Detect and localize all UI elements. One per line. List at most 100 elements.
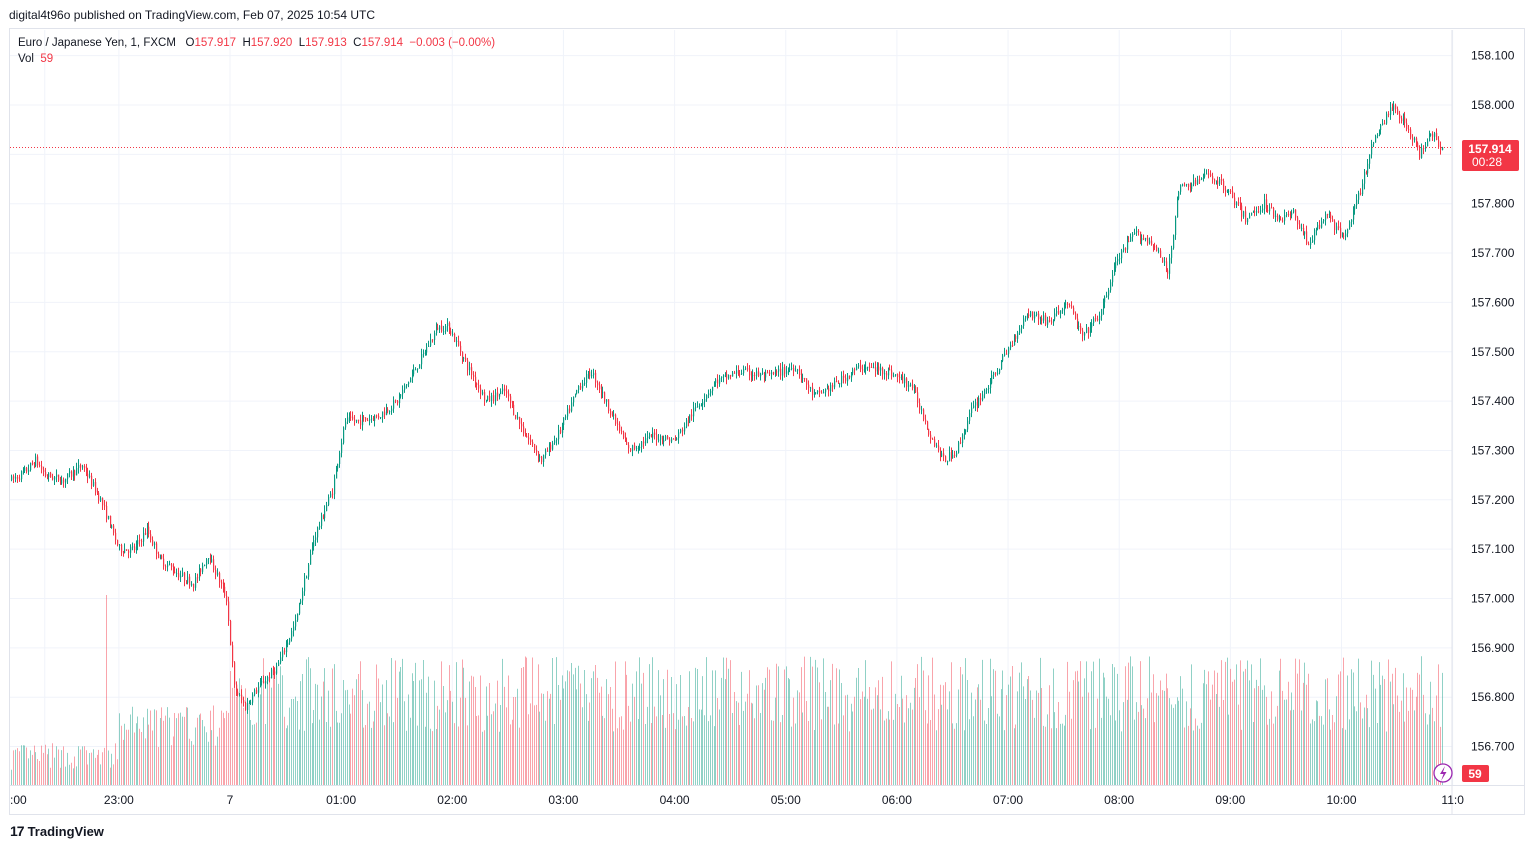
candle-body xyxy=(867,366,869,368)
candle-body xyxy=(419,364,421,369)
candle-body xyxy=(63,479,65,483)
candle-body xyxy=(445,326,447,332)
candle-body xyxy=(415,369,417,371)
candle-body xyxy=(784,367,786,374)
candle-body xyxy=(1095,318,1097,320)
change-value: −0.003 (−0.00%) xyxy=(409,37,496,49)
candle-body xyxy=(810,387,812,389)
x-axis-tick-label: 01:00 xyxy=(326,793,356,807)
candle-body xyxy=(660,435,662,440)
candle-body xyxy=(100,497,102,501)
candle-body xyxy=(743,369,745,374)
candle-body xyxy=(806,378,808,385)
candle-body xyxy=(910,384,912,386)
candle-body xyxy=(274,671,276,674)
candle-body xyxy=(1143,238,1145,240)
candle-body xyxy=(543,455,545,462)
y-axis-tick-label: 157.000 xyxy=(1471,592,1515,606)
candle-body xyxy=(330,493,332,497)
candle-body xyxy=(210,558,212,563)
candle-body xyxy=(447,322,449,327)
candle-body xyxy=(1432,133,1434,137)
candle-body xyxy=(891,370,893,377)
candle-body xyxy=(1030,311,1032,317)
candle-body xyxy=(1310,242,1312,245)
candle-body xyxy=(256,689,258,693)
candle-body xyxy=(1336,226,1338,231)
candle-body xyxy=(1132,233,1134,237)
candle-body xyxy=(652,432,654,438)
candle-body xyxy=(1110,282,1112,291)
candle-body xyxy=(680,429,682,433)
lightning-bolt-icon xyxy=(1440,766,1447,781)
candle-body xyxy=(606,399,608,402)
candle-body xyxy=(186,580,188,583)
candle-body xyxy=(313,540,315,547)
candle-body xyxy=(460,345,462,352)
y-axis-tick-label: 157.500 xyxy=(1471,345,1515,359)
candle-body xyxy=(776,371,778,373)
candle-body xyxy=(1199,179,1201,181)
candle-body xyxy=(719,377,721,384)
candle-body xyxy=(1127,241,1129,250)
candle-body xyxy=(1060,310,1062,314)
candle-body xyxy=(593,372,595,376)
candle-body xyxy=(467,360,469,371)
candle-body xyxy=(967,420,969,430)
candle-body xyxy=(61,479,63,484)
candle-body xyxy=(588,371,590,375)
candle-body xyxy=(1332,219,1334,222)
candle-body xyxy=(1058,310,1060,314)
candle-body xyxy=(925,419,927,422)
candle-body xyxy=(538,452,540,458)
candle-body xyxy=(428,345,430,347)
x-axis-tick-label: 03:00 xyxy=(548,793,578,807)
candle-body xyxy=(871,366,873,368)
y-axis-tick-label: 156.900 xyxy=(1471,641,1515,655)
candle-body xyxy=(439,325,441,330)
candle-body xyxy=(487,396,489,400)
candle-body xyxy=(521,423,523,427)
candle-body xyxy=(656,434,658,440)
candle-body xyxy=(293,626,295,631)
candle-body xyxy=(854,369,856,371)
candle-body xyxy=(565,416,567,418)
chart-legend: Euro / Japanese Yen, 1, FXCM O157.917 H1… xyxy=(18,35,495,67)
candle-body xyxy=(1260,210,1262,212)
y-axis-tick-label: 156.800 xyxy=(1471,690,1515,704)
candle-body xyxy=(1106,295,1108,298)
candle-body xyxy=(506,390,508,394)
candle-body xyxy=(880,367,882,371)
candle-body xyxy=(121,544,123,553)
candle-body xyxy=(1247,218,1249,223)
candle-body xyxy=(258,686,260,693)
candle-body xyxy=(764,372,766,378)
candle-body xyxy=(139,540,141,542)
candle-body xyxy=(276,665,278,674)
candle-body xyxy=(1442,147,1444,150)
candle-body xyxy=(1314,229,1316,241)
candle-body xyxy=(832,384,834,388)
candle-body xyxy=(873,367,875,369)
candle-body xyxy=(595,372,597,383)
candle-body xyxy=(1236,202,1238,206)
high-value: 157.920 xyxy=(250,37,293,49)
candle-body xyxy=(137,540,139,545)
x-axis-tick-label: 10:00 xyxy=(1326,793,1356,807)
candle-body xyxy=(347,417,349,422)
low-label: L xyxy=(298,37,306,49)
candle-body xyxy=(1177,198,1179,218)
candle-body xyxy=(82,466,84,468)
candle-body xyxy=(134,546,136,550)
candle-body xyxy=(208,558,210,560)
y-axis-tick-label: 157.800 xyxy=(1471,197,1515,211)
candle-body xyxy=(263,681,265,684)
candle-body xyxy=(550,444,552,450)
candle-body xyxy=(1145,237,1147,240)
candle-body xyxy=(704,399,706,402)
candle-body xyxy=(1036,313,1038,315)
candle-body xyxy=(113,525,115,533)
candle-body xyxy=(60,480,62,484)
candle-body xyxy=(897,374,899,378)
